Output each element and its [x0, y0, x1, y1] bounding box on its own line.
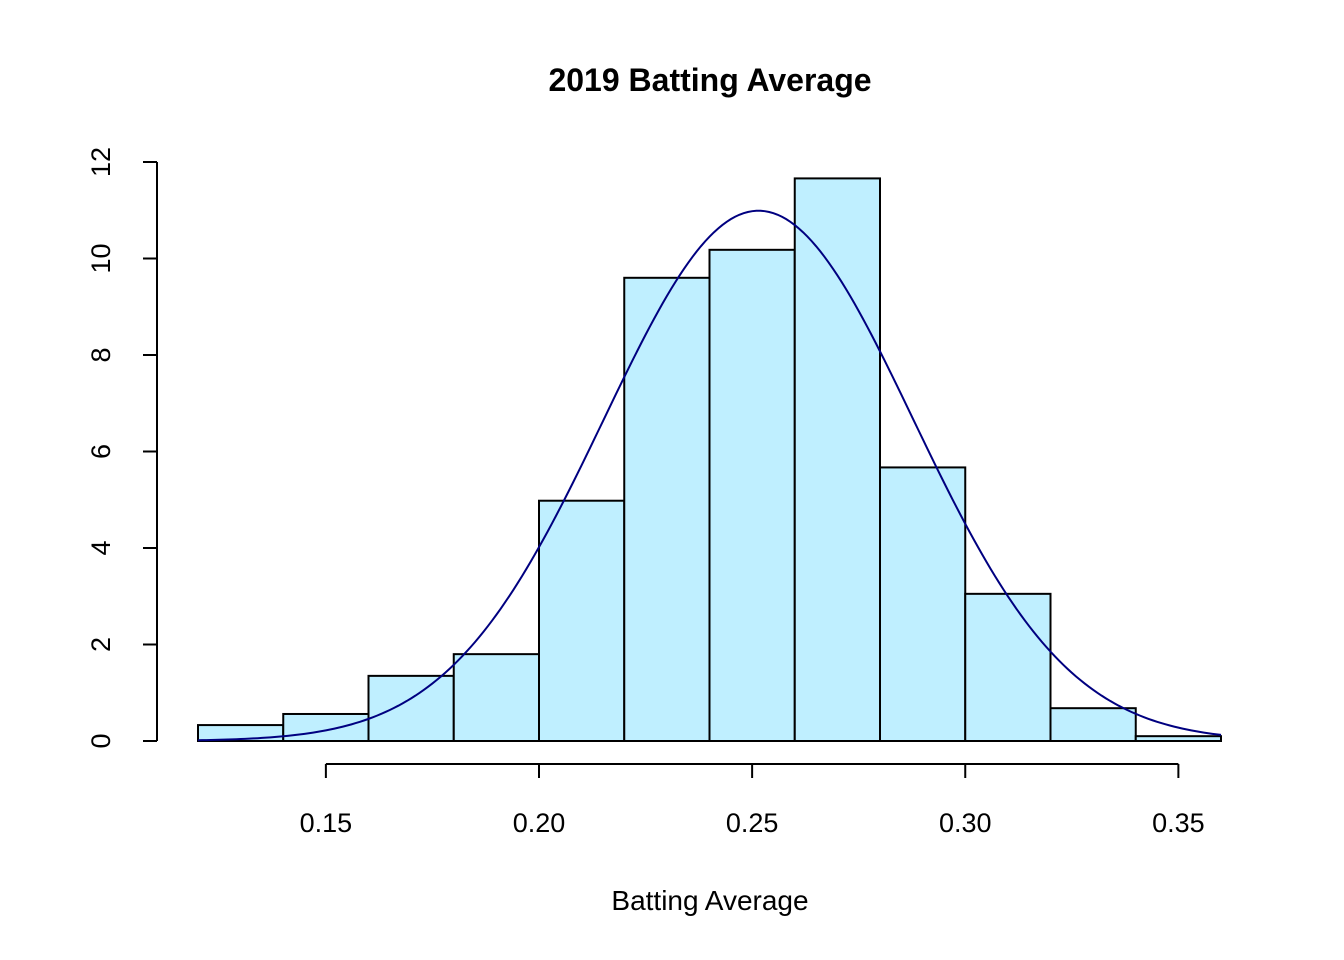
histogram-bar-10 [1049, 707, 1137, 743]
histogram-bar-2 [367, 674, 455, 742]
histogram-bar-9 [964, 592, 1052, 743]
y-tick-label: 4 [86, 540, 116, 555]
histogram-bars [197, 177, 1222, 743]
histogram-bar-4 [538, 499, 626, 742]
x-tick-label: 0.20 [513, 808, 566, 838]
x-axis-label: Batting Average [611, 885, 808, 916]
x-tick-label: 0.15 [300, 808, 353, 838]
y-axis: 0 2 4 6 8 10 12 [86, 147, 158, 749]
histogram-bar-8 [879, 466, 967, 742]
y-tick-label: 6 [86, 444, 116, 459]
density-curve [197, 209, 1222, 742]
y-tick-label: 12 [86, 147, 116, 177]
x-tick-label: 0.35 [1152, 808, 1205, 838]
x-tick-label: 0.25 [726, 808, 779, 838]
y-tick-label: 8 [86, 347, 116, 362]
y-tick-label: 10 [86, 243, 116, 273]
x-axis: 0.15 0.20 0.25 0.30 0.35 [300, 763, 1205, 838]
x-tick-label: 0.30 [939, 808, 992, 838]
chart-title: 2019 Batting Average [548, 62, 871, 98]
histogram-bar-1 [282, 712, 370, 742]
histogram-bar-3 [452, 653, 540, 743]
histogram-bar-5 [623, 276, 711, 742]
y-tick-label: 2 [86, 637, 116, 652]
histogram-bar-6 [708, 248, 796, 742]
y-tick-label: 0 [86, 733, 116, 748]
histogram-bar-11 [1134, 735, 1222, 742]
histogram-bar-7 [793, 177, 881, 742]
